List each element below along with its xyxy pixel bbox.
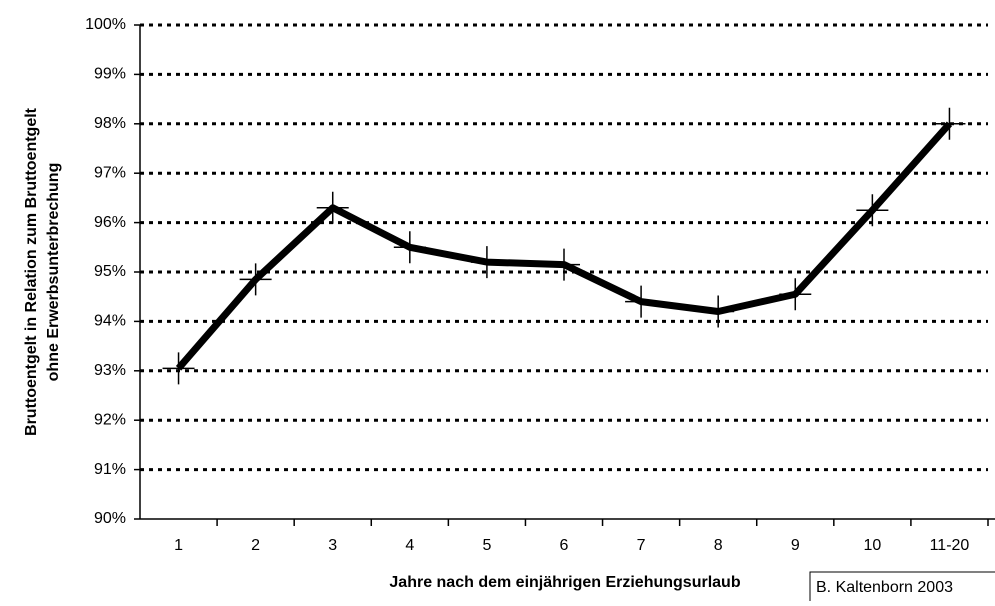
source-box <box>809 571 995 603</box>
marker <box>625 285 658 318</box>
marker <box>856 194 889 227</box>
x-tick-label: 7 <box>637 537 646 554</box>
y-axis-title: Bruttoentgelt in Relation zum Bruttoentg… <box>23 107 40 436</box>
marker <box>702 295 735 328</box>
y-tick-label: 95% <box>94 263 126 280</box>
x-tick-label: 6 <box>560 537 569 554</box>
x-tick-label: 11-20 <box>930 537 970 554</box>
marker <box>316 191 349 224</box>
y-tick-label: 91% <box>94 461 126 478</box>
marker <box>933 107 966 140</box>
x-tick-label: 3 <box>328 537 337 554</box>
x-tick-label: 8 <box>714 537 723 554</box>
y-tick-label: 98% <box>94 115 126 132</box>
x-axis-title: Jahre nach dem einjährigen Erziehungsurl… <box>389 574 740 591</box>
source: B. Kaltenborn 2003 <box>816 579 953 596</box>
y-tick-label: 94% <box>94 313 126 330</box>
marker <box>779 278 812 311</box>
x-tick-label: 9 <box>791 537 800 554</box>
marker <box>239 263 272 296</box>
y-tick-label: 96% <box>94 214 126 231</box>
y-axis-title: ohne Erwerbsunterbrechung <box>45 163 62 382</box>
x-tick-label: 5 <box>482 537 491 554</box>
y-tick-label: 93% <box>94 362 126 379</box>
marker <box>393 231 426 264</box>
marker <box>470 246 503 279</box>
x-tick-label: 10 <box>863 537 881 554</box>
y-tick-label: 90% <box>94 510 126 527</box>
x-tick-label: 1 <box>174 537 183 554</box>
y-tick-label: 99% <box>94 66 126 83</box>
line <box>175 121 953 371</box>
marker <box>548 248 580 281</box>
x-tick-label: 2 <box>251 537 260 554</box>
marker <box>162 352 195 385</box>
x-tick-label: 4 <box>405 537 414 554</box>
y-tick-label: 100% <box>85 16 126 33</box>
y-tick-label: 97% <box>94 164 126 181</box>
y-tick-label: 92% <box>94 411 126 428</box>
